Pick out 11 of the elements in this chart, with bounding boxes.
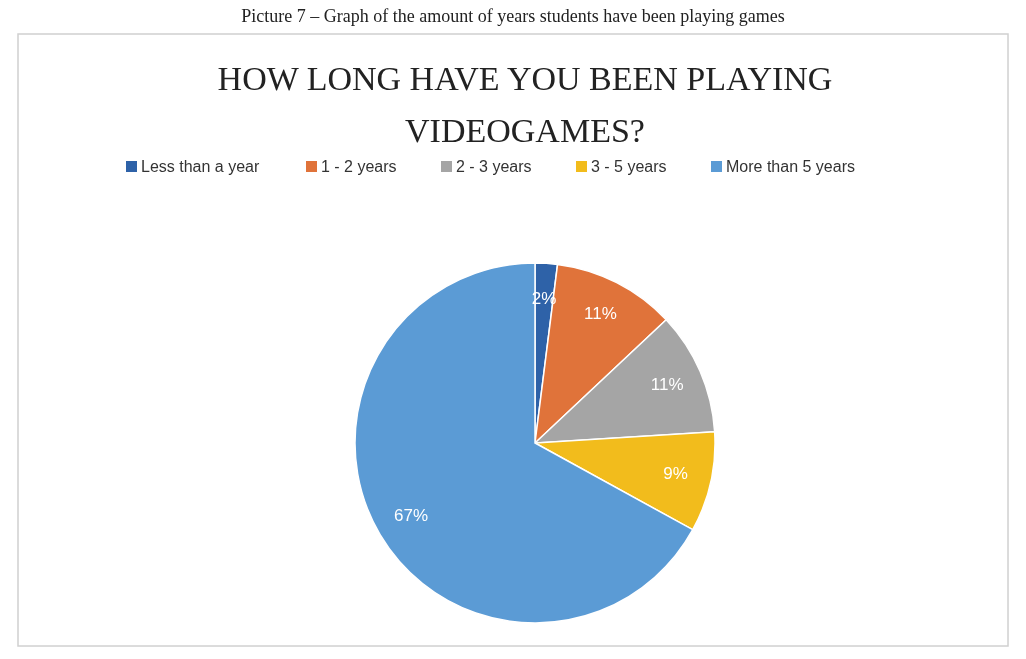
text: Picture 7 – Graph of the amount of years students have been playing games [241, 6, 785, 26]
legend-label: 1 - 2 years [321, 158, 397, 176]
legend-label: Less than a year [141, 158, 260, 176]
legend-label: 3 - 5 years [591, 158, 667, 176]
data-label: 11% [583, 304, 617, 324]
data-label: 67% [394, 505, 429, 525]
legend-label: 2 - 3 years [456, 158, 532, 176]
data-label: 9% [663, 463, 688, 483]
data-label: 11% [650, 375, 684, 395]
legend-label: More than 5 years [726, 158, 855, 176]
chart-title: HOW LONG HAVE YOU BEEN PLAYING VIDEOGAMES? [217, 60, 833, 149]
